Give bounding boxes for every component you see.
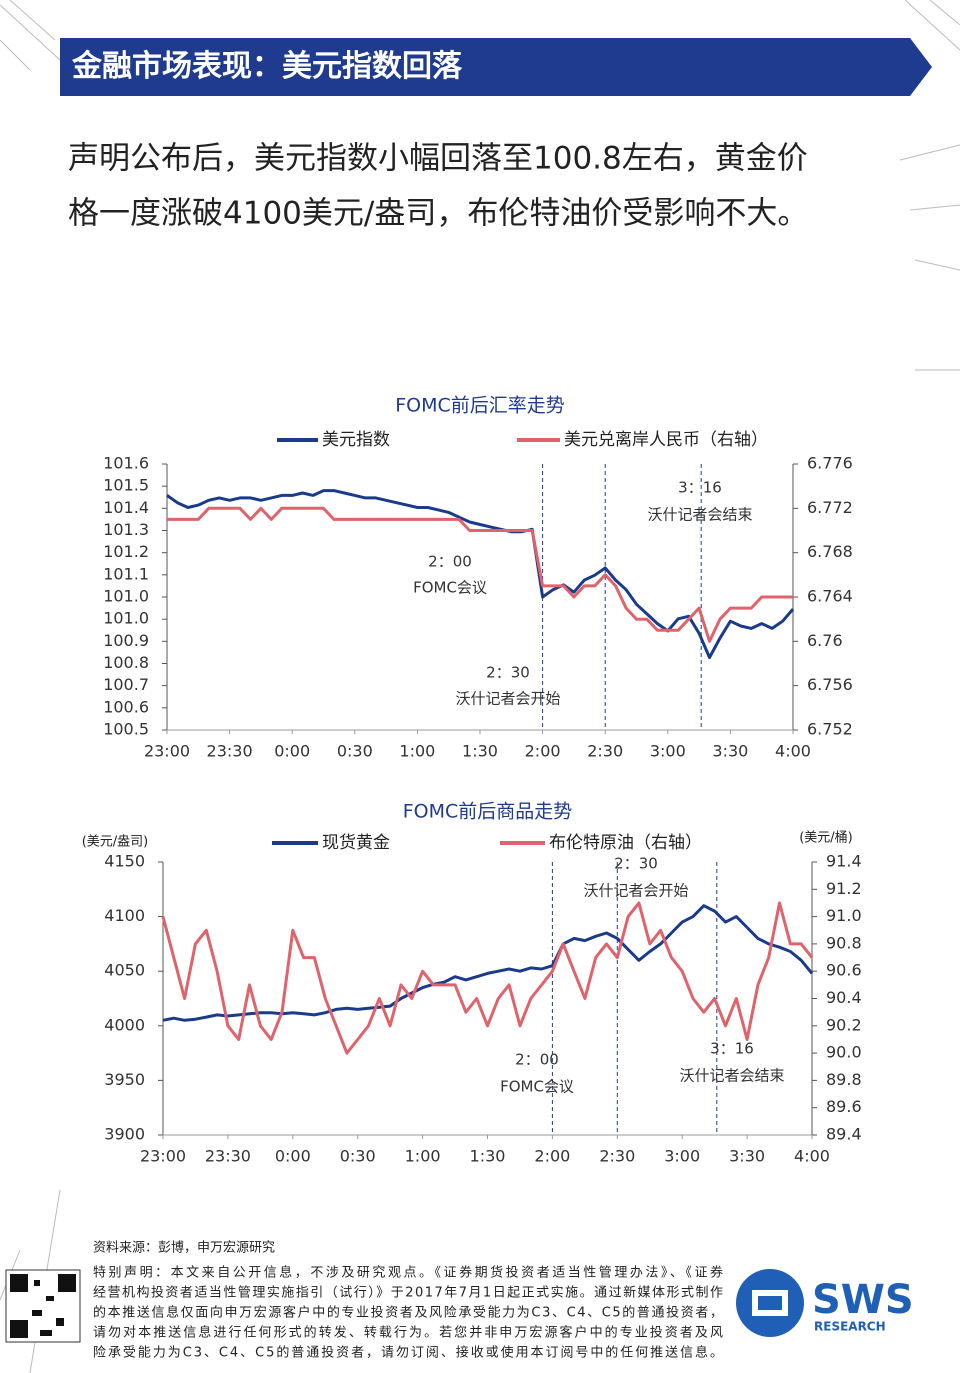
y2-tick-label: 6.772 (807, 498, 853, 517)
body-text: 格一度涨破4100美元/盎司，布伦特油价受影响不大。 (68, 196, 808, 232)
disclaimer: 特别声明：本文来自公开信息，不涉及研究观点。《证券期货投资者适当性管理办法》、《… (93, 1265, 723, 1281)
series-line (167, 506, 793, 643)
y2-tick-label: 6.776 (807, 454, 853, 473)
logo: SWS RESEARCH (736, 1269, 914, 1337)
x-tick-label: 1:00 (399, 742, 435, 761)
legend-label: 美元兑离岸人民币（右轴） (564, 430, 768, 450)
x-tick-label: 0:30 (340, 1147, 376, 1166)
event-label: 2：30 (614, 855, 658, 873)
x-tick-label: 2:00 (525, 742, 561, 761)
body-text: 声明公布后，美元指数小幅回落至100.8左右，黄金价 (68, 141, 808, 177)
event-label: 3：16 (710, 1040, 754, 1058)
x-tick-label: 3:30 (729, 1147, 765, 1166)
x-tick-label: 1:00 (405, 1147, 441, 1166)
event-label: 2：30 (486, 664, 530, 682)
x-tick-label: 3:00 (664, 1147, 700, 1166)
x-tick-label: 0:00 (274, 742, 310, 761)
y-tick-label: 101.6 (103, 454, 149, 473)
y-tick-label: 101.1 (103, 564, 149, 583)
y-axis-title: (美元/盎司) (82, 835, 149, 850)
x-tick-label: 23:00 (140, 1147, 186, 1166)
y-tick-label: 4000 (104, 1015, 145, 1034)
title-banner (60, 38, 932, 96)
event-label: 沃什记者会开始 (583, 882, 688, 900)
y2-tick-label: 91.2 (826, 879, 862, 898)
y2-tick-label: 91.0 (826, 906, 862, 925)
x-tick-label: 3:30 (712, 742, 748, 761)
y-tick-label: 4150 (104, 852, 145, 871)
logo-text: SWS (812, 1277, 914, 1323)
y-tick-label: 101.0 (103, 587, 149, 606)
event-label: 2：00 (515, 1051, 559, 1069)
x-tick-label: 2:00 (534, 1147, 570, 1166)
y-tick-label: 100.7 (103, 675, 149, 694)
y-tick-label: 100.6 (103, 697, 149, 716)
y-tick-label: 101.3 (103, 520, 149, 539)
y2-tick-label: 90.8 (826, 933, 862, 952)
event-label: 沃什记者会开始 (455, 690, 560, 708)
series-line (162, 904, 814, 1022)
y2-tick-label: 89.8 (826, 1070, 862, 1089)
y2-tick-label: 6.756 (807, 675, 853, 694)
x-tick-label: 3:00 (650, 742, 686, 761)
y-tick-label: 4050 (104, 961, 145, 980)
y-tick-label: 3900 (104, 1125, 145, 1144)
y2-tick-label: 89.6 (826, 1097, 862, 1116)
x-tick-label: 23:00 (144, 742, 190, 761)
y2-tick-label: 6.752 (807, 720, 853, 739)
page-title: 金融市场表现：美元指数回落 (71, 49, 463, 84)
disclaimer: 的本推送信息仅面向申万宏源客户中的专业投资者及风险承受能力为C3、C4、C5的普… (93, 1305, 723, 1321)
series-line (166, 489, 795, 659)
chart-title: FOMC前后商品走势 (403, 801, 573, 823)
y-tick-label: 101.4 (103, 498, 149, 517)
x-tick-label: 23:30 (207, 742, 253, 761)
event-label: 沃什记者会结束 (679, 1067, 784, 1085)
disclaimer: 经营机构投资者适当性管理实施指引（试行）》于2017年7月1日起正式实施。通过新… (93, 1285, 723, 1301)
qr-code (5, 1269, 81, 1343)
x-tick-label: 23:30 (205, 1147, 251, 1166)
y-tick-label: 101.0 (103, 609, 149, 628)
y2-tick-label: 91.4 (826, 852, 862, 871)
legend-label: 美元指数 (322, 430, 390, 450)
y-tick-label: 101.5 (103, 476, 149, 495)
event-label: FOMC会议 (413, 579, 487, 597)
event-label: 沃什记者会结束 (647, 506, 752, 524)
event-label: FOMC会议 (500, 1078, 574, 1096)
y2-tick-label: 90.2 (826, 1015, 862, 1034)
y-tick-label: 100.9 (103, 631, 149, 650)
y2-tick-label: 89.4 (826, 1125, 862, 1144)
x-tick-label: 1:30 (470, 1147, 506, 1166)
y2-axis-title: (美元/桶) (799, 831, 853, 846)
x-tick-label: 4:00 (794, 1147, 830, 1166)
legend-label: 布伦特原油（右轴） (549, 833, 702, 853)
x-tick-label: 1:30 (462, 742, 498, 761)
y2-tick-label: 6.764 (807, 587, 853, 606)
x-tick-label: 4:00 (775, 742, 811, 761)
x-tick-label: 2:30 (587, 742, 623, 761)
x-tick-label: 2:30 (599, 1147, 635, 1166)
event-label: 3：16 (678, 479, 722, 497)
logo-sub: RESEARCH (814, 1320, 886, 1334)
disclaimer: 请勿对本推送信息进行任何形式的转发、转载行为。若您并非申万宏源客户中的专业投资者… (93, 1325, 723, 1341)
y-tick-label: 101.2 (103, 542, 149, 561)
y2-tick-label: 6.76 (807, 631, 843, 650)
y-tick-label: 4100 (104, 906, 145, 925)
y-tick-label: 100.5 (103, 720, 149, 739)
legend-label: 现货黄金 (322, 833, 390, 853)
y2-tick-label: 6.768 (807, 542, 853, 561)
y2-tick-label: 90.6 (826, 961, 862, 980)
y-tick-label: 3950 (104, 1070, 145, 1089)
chart-title: FOMC前后汇率走势 (395, 395, 565, 417)
series-line (161, 901, 814, 1055)
y-tick-label: 100.8 (103, 653, 149, 672)
event-label: 2：00 (428, 553, 472, 571)
source: 资料来源：彭博，申万宏源研究 (93, 1241, 275, 1256)
disclaimer: 险承受能力为C3、C4、C5的普通投资者，请勿订阅、接收或使用本订阅号中的任何推… (93, 1345, 723, 1361)
x-tick-label: 0:30 (337, 742, 373, 761)
y2-tick-label: 90.0 (826, 1043, 862, 1062)
x-tick-label: 0:00 (275, 1147, 311, 1166)
y2-tick-label: 90.4 (826, 988, 862, 1007)
